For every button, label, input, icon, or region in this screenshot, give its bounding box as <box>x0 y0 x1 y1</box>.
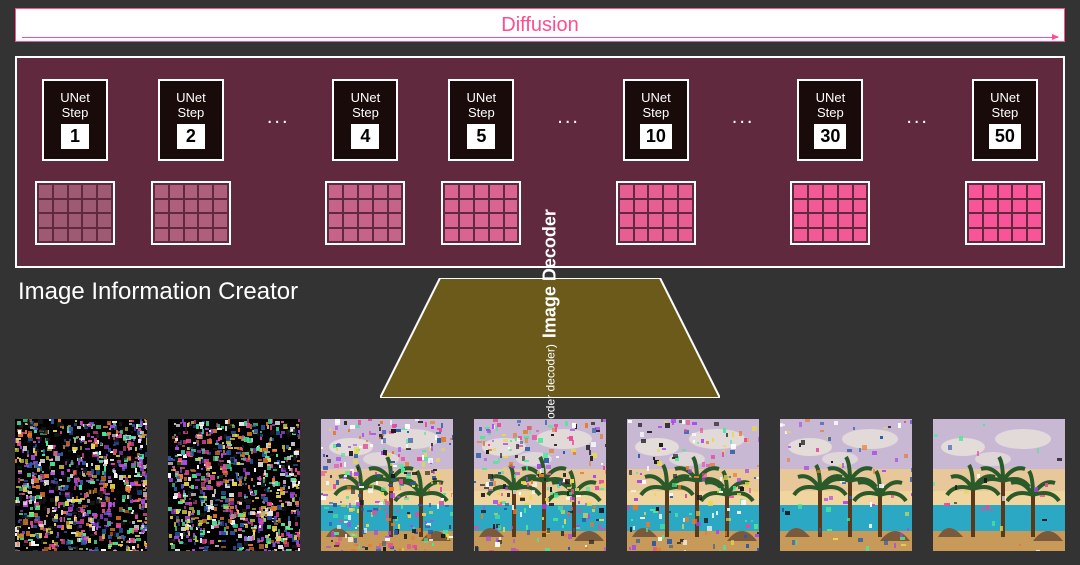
decoded-image <box>321 419 453 551</box>
unet-step-column: UNetStep 50 <box>965 79 1045 245</box>
unet-step-box: UNetStep 10 <box>623 79 689 161</box>
unet-step-column: UNetStep 5 <box>441 79 521 245</box>
diffusion-label: Diffusion <box>501 15 578 35</box>
unet-step-label: Step <box>178 106 205 120</box>
unet-step-column: UNetStep 2 <box>151 79 231 245</box>
unet-step-column: UNetStep 4 <box>325 79 405 245</box>
unet-step-label: Step <box>62 106 89 120</box>
latent-grid <box>151 181 231 245</box>
latent-grid <box>616 181 696 245</box>
unet-step-column: UNetStep 1 <box>35 79 115 245</box>
diffusion-arrow-icon <box>22 37 1058 38</box>
image-decoder-title: Image Decoder <box>540 209 561 338</box>
unet-label: UNet <box>176 91 206 105</box>
unet-label: UNet <box>467 91 497 105</box>
unet-step-column: UNetStep 10 <box>616 79 696 245</box>
decoded-image <box>627 419 759 551</box>
unet-step-box: UNetStep 2 <box>158 79 224 161</box>
unet-step-box: UNetStep 4 <box>332 79 398 161</box>
diffusion-banner: Diffusion <box>15 8 1065 42</box>
unet-label: UNet <box>816 91 846 105</box>
unet-step-number: 1 <box>61 124 89 149</box>
latent-grid <box>790 181 870 245</box>
unet-step-label: Step <box>468 106 495 120</box>
decoded-image <box>15 419 147 551</box>
unet-step-box: UNetStep 5 <box>448 79 514 161</box>
image-decoder-block: (Autoencoder decoder) Image Decoder <box>380 278 720 398</box>
image-information-creator-title: Image Information Creator <box>18 278 298 306</box>
unet-step-number: 10 <box>640 124 672 149</box>
unet-step-number: 2 <box>177 124 205 149</box>
unet-label: UNet <box>641 91 671 105</box>
unet-step-number: 5 <box>467 124 495 149</box>
unet-step-label: Step <box>643 106 670 120</box>
decoded-image <box>474 419 606 551</box>
latent-grid <box>965 181 1045 245</box>
unet-step-box: UNetStep 30 <box>797 79 863 161</box>
unet-step-box: UNetStep 1 <box>42 79 108 161</box>
latent-grid <box>325 181 405 245</box>
unet-label: UNet <box>990 91 1020 105</box>
unet-step-number: 50 <box>989 124 1021 149</box>
decoded-image <box>933 419 1065 551</box>
unet-step-label: Step <box>352 106 379 120</box>
unet-step-label: Step <box>817 106 844 120</box>
ellipsis-icon: ... <box>906 106 929 129</box>
latent-grid <box>441 181 521 245</box>
latent-grid <box>35 181 115 245</box>
decoded-images-row <box>15 415 1065 555</box>
decoded-image <box>780 419 912 551</box>
ellipsis-icon: ... <box>267 106 290 129</box>
decoded-image <box>168 419 300 551</box>
unet-step-number: 30 <box>814 124 846 149</box>
unet-step-number: 4 <box>351 124 379 149</box>
ellipsis-icon: ... <box>732 106 755 129</box>
unet-step-box: UNetStep 50 <box>972 79 1038 161</box>
unet-step-label: Step <box>992 106 1019 120</box>
ellipsis-icon: ... <box>557 106 580 129</box>
unet-label: UNet <box>351 91 381 105</box>
unet-label: UNet <box>60 91 90 105</box>
unet-step-column: UNetStep 30 <box>790 79 870 245</box>
